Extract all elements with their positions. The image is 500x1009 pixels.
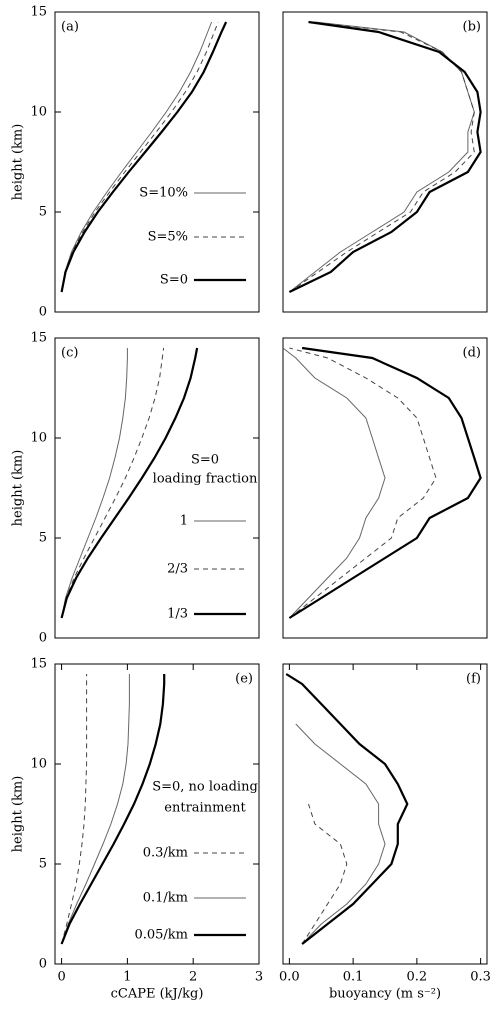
panel-label: (f) <box>466 672 481 687</box>
y-tick-label: 15 <box>30 657 47 672</box>
x-tick-label: 0 <box>57 970 65 985</box>
x-tick-label: 0.3 <box>470 970 491 985</box>
data-line <box>289 21 475 293</box>
y-axis-label: height (km) <box>11 124 26 201</box>
legend-label: 2/3 <box>167 562 188 577</box>
data-line <box>60 347 199 619</box>
panel-label: (c) <box>61 346 78 361</box>
legend-label: 1/3 <box>167 607 188 622</box>
y-tick-label: 5 <box>39 531 47 546</box>
x-tick-label: 0.0 <box>279 970 300 985</box>
plot-frame <box>54 337 260 639</box>
panel-label: (e) <box>235 672 253 687</box>
data-line <box>60 21 228 293</box>
x-axis-label: cCAPE (kJ/kg) <box>111 987 204 1002</box>
legend-title: loading fraction <box>153 472 258 487</box>
x-axis-label: buoyancy (m s⁻²) <box>329 987 441 1002</box>
y-axis-label: height (km) <box>11 776 26 853</box>
y-tick-label: 5 <box>39 205 47 220</box>
legend-title: entrainment <box>164 801 246 816</box>
legend-label: S=10% <box>139 186 188 201</box>
legend-title: S=0, no loading <box>152 780 258 795</box>
data-line <box>61 21 219 293</box>
y-tick-label: 0 <box>39 305 47 320</box>
legend-title: S=0 <box>191 453 219 468</box>
data-line <box>61 347 165 619</box>
legend-label: S=0 <box>160 273 188 288</box>
plot-frame <box>54 11 260 313</box>
panel-label: (d) <box>463 346 481 361</box>
y-tick-label: 10 <box>30 757 47 772</box>
data-line <box>288 20 482 293</box>
legend-label: S=5% <box>148 230 188 245</box>
data-line <box>282 347 386 619</box>
data-line <box>61 21 213 293</box>
y-tick-label: 15 <box>30 5 47 20</box>
x-tick-label: 0.1 <box>343 970 364 985</box>
legend-label: 0.3/km <box>143 846 188 861</box>
data-line <box>289 347 437 619</box>
x-tick-label: 3 <box>255 970 263 985</box>
data-line <box>61 674 88 945</box>
data-line <box>60 674 166 945</box>
data-line <box>295 723 386 945</box>
x-tick-label: 2 <box>189 970 197 985</box>
legend-label: 0.1/km <box>143 891 188 906</box>
plot-frame <box>282 663 488 965</box>
legend-label: 0.05/km <box>134 928 188 943</box>
panel-label: (a) <box>61 20 79 35</box>
y-tick-label: 5 <box>39 857 47 872</box>
y-tick-label: 0 <box>39 631 47 646</box>
legend-label: 1 <box>180 514 188 529</box>
x-tick-label: 1 <box>123 970 131 985</box>
y-tick-label: 15 <box>30 331 47 346</box>
y-axis-label: height (km) <box>11 450 26 527</box>
x-tick-label: 0.2 <box>407 970 428 985</box>
data-line <box>61 674 130 945</box>
panel-label: (b) <box>463 20 481 35</box>
data-line <box>285 673 409 945</box>
data-line <box>288 346 482 619</box>
plot-frame <box>282 337 488 639</box>
y-tick-label: 10 <box>30 431 47 446</box>
plot-frame <box>54 663 260 965</box>
y-tick-label: 10 <box>30 105 47 120</box>
data-line <box>289 21 475 293</box>
plot-frame <box>282 11 488 313</box>
y-tick-label: 0 <box>39 957 47 972</box>
data-line <box>61 348 128 619</box>
data-line <box>301 803 348 945</box>
